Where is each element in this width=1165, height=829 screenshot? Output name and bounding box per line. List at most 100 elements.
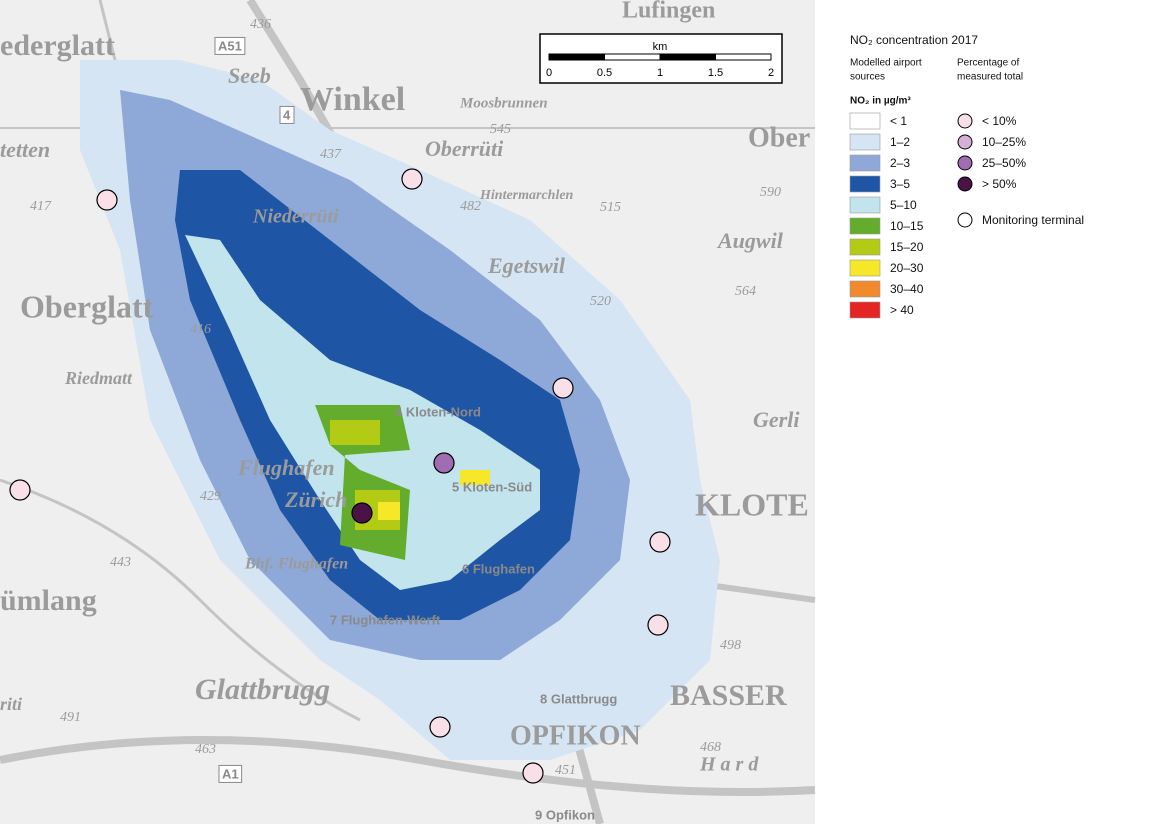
- legend-circle: [957, 134, 973, 150]
- place-name: Flughafen: [237, 455, 335, 480]
- monitoring-site: [429, 716, 451, 738]
- scale-segment: [715, 53, 772, 61]
- elevation: 515: [600, 200, 621, 215]
- place-name: ümlang: [0, 584, 97, 617]
- legend-label: 15–20: [890, 240, 924, 254]
- zone-20-30: [378, 502, 400, 520]
- legend-label: 30–40: [890, 282, 924, 296]
- legend-column-right: measured total: [957, 72, 1023, 83]
- monitoring-site: [401, 168, 423, 190]
- scale-segment: [659, 53, 716, 61]
- place-name: Glattbrugg: [195, 673, 330, 706]
- legend-circle: [957, 155, 973, 171]
- legend-label: > 50%: [982, 177, 1017, 191]
- road-label: 8 Glattbrugg: [540, 691, 617, 706]
- concentration-zones: [80, 60, 720, 760]
- place-name: Lufingen: [622, 0, 715, 24]
- elevation: 417: [30, 199, 52, 214]
- scale-segment: [548, 53, 605, 61]
- legend-swatch: [849, 259, 881, 277]
- legend-title: NO₂ concentration 2017: [850, 33, 978, 47]
- place-name: Ober: [748, 122, 810, 153]
- monitoring-site: [649, 531, 671, 553]
- legend-label: 5–10: [890, 198, 917, 212]
- legend-swatch: [849, 175, 881, 193]
- scale-label: 2: [768, 67, 774, 79]
- elevation: 416: [190, 322, 211, 337]
- place-name: Oberrüti: [425, 136, 504, 161]
- legend-label: < 10%: [982, 114, 1017, 128]
- monitoring-site: [433, 452, 455, 474]
- legend-label: 1–2: [890, 135, 910, 149]
- place-name: KLOTE: [695, 486, 809, 522]
- legend-swatch: [849, 217, 881, 235]
- legend-label: 2–3: [890, 156, 910, 170]
- scale-unit: km: [653, 41, 668, 53]
- monitoring-site: [522, 762, 544, 784]
- place-name: BASSER: [670, 679, 787, 712]
- place-name: tetten: [0, 137, 50, 162]
- legend-swatch: [849, 196, 881, 214]
- place-name: H a r d: [699, 754, 759, 776]
- legend-column-left: sources: [850, 72, 885, 83]
- scale-label: 0.5: [597, 67, 612, 79]
- monitoring-site: [351, 502, 373, 524]
- zone-20-30: [460, 470, 490, 485]
- place-name: Seeb: [228, 63, 271, 88]
- elevation: 436: [250, 17, 271, 32]
- legend-label: 3–5: [890, 177, 910, 191]
- place-name: Moosbrunnen: [459, 95, 548, 111]
- monitoring-site: [647, 614, 669, 636]
- terminal-label: Monitoring terminal: [982, 213, 1084, 227]
- place-name: Oberglatt: [20, 288, 154, 324]
- legend-label: 10–15: [890, 219, 924, 233]
- place-name: Gerli: [753, 407, 800, 432]
- legend-swatch: [849, 133, 881, 151]
- elevation: 545: [490, 122, 511, 137]
- monitoring-site: [9, 479, 31, 501]
- road-label: 5 Kloten-Süd: [452, 479, 532, 494]
- place-name: Hintermarchlen: [479, 188, 574, 203]
- road-label: 4: [283, 107, 291, 122]
- road-label: 7 Flughafen-Werft: [330, 612, 441, 627]
- road-shield: [218, 764, 243, 783]
- elevation: 491: [60, 710, 81, 725]
- scale-bar: km 0 0.5 1 1.5 2: [539, 33, 783, 84]
- scale-label: 0: [546, 67, 552, 79]
- legend-swatch: [849, 238, 881, 256]
- road-label: A1: [222, 766, 239, 781]
- elevation: 590: [760, 185, 781, 200]
- legend-label: 20–30: [890, 261, 924, 275]
- place-name: Niederrüti: [252, 206, 339, 228]
- place-name: Winkel: [300, 81, 405, 118]
- elevation: 520: [590, 294, 611, 309]
- legend-unit: NO₂ in µg/m³: [850, 96, 911, 107]
- place-name: Augwil: [716, 228, 784, 253]
- monitoring-site: [96, 189, 118, 211]
- legend-circle: [957, 113, 973, 129]
- road-label: 4 Kloten-Nord: [395, 404, 481, 419]
- scale-segment: [604, 53, 661, 61]
- elevation: 463: [195, 742, 216, 757]
- legend-label: < 1: [890, 114, 907, 128]
- scale-label: 1.5: [708, 67, 723, 79]
- legend-swatch: [849, 154, 881, 172]
- zone-15-20: [330, 420, 380, 445]
- elevation: 443: [110, 555, 131, 570]
- elevation: 482: [460, 199, 481, 214]
- road-shield: [214, 36, 246, 55]
- road-label: 6 Flughafen: [462, 561, 535, 576]
- place-name: riti: [0, 694, 22, 714]
- elevation: 468: [700, 740, 721, 755]
- legend: NO₂ concentration 2017 Modelled airport …: [849, 33, 1084, 319]
- elevation: 451: [555, 763, 576, 778]
- monitoring-site: [552, 377, 574, 399]
- legend-column-right: Percentage of: [957, 58, 1019, 69]
- terminal-symbol: [957, 212, 973, 228]
- legend-label: 10–25%: [982, 135, 1026, 149]
- legend-swatch: [849, 112, 881, 130]
- legend-swatch: [849, 280, 881, 298]
- place-name: ederglatt: [0, 29, 115, 62]
- place-name: Egetswil: [487, 253, 566, 278]
